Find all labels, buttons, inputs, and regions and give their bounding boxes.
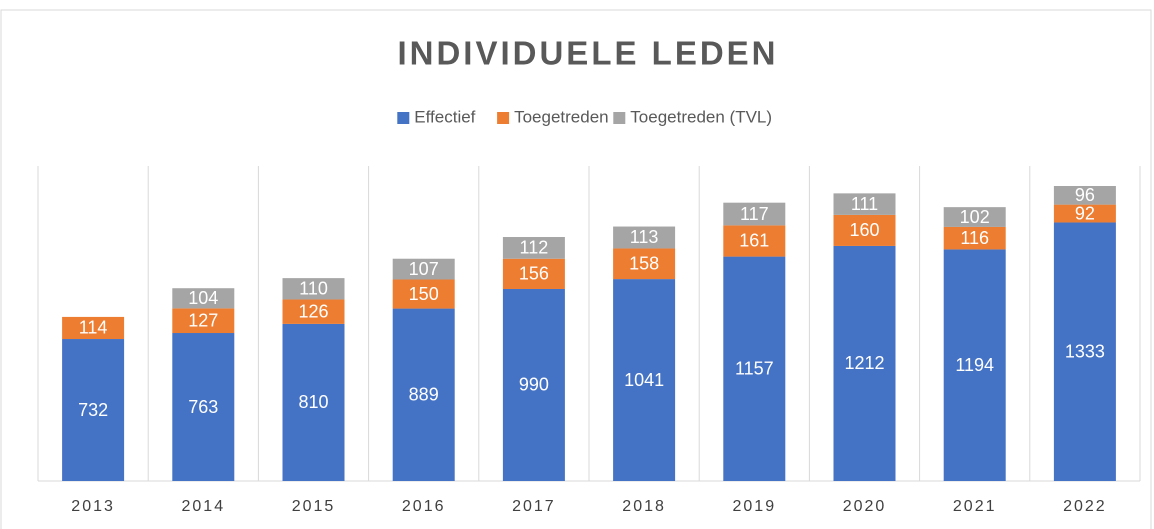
data-label: 161 [739, 231, 769, 251]
bar-segment [1053, 186, 1116, 205]
bar-segment [502, 258, 565, 289]
bar-segment [392, 279, 455, 309]
x-tick-label: 2014 [182, 498, 226, 515]
bar-segment [833, 193, 896, 215]
bar-segment [723, 256, 786, 481]
bar-segment [723, 225, 786, 257]
x-tick-label: 2020 [843, 498, 887, 515]
bar-segment [502, 288, 565, 481]
x-tick-label: 2017 [512, 498, 556, 515]
bar-segment [613, 279, 676, 481]
legend-label: Toegetreden (TVL) [630, 107, 772, 126]
x-tick-label: 2015 [292, 498, 336, 515]
data-label: 150 [409, 284, 439, 304]
chart-title: INDIVIDUELE LEDEN [397, 35, 778, 72]
x-tick-label: 2021 [953, 498, 997, 515]
bar-segment [943, 226, 1006, 250]
bar-segment [62, 339, 125, 481]
bar-segment [833, 214, 896, 246]
data-label: 889 [409, 385, 439, 405]
bar-segment [392, 308, 455, 481]
data-label: 1041 [624, 370, 664, 390]
bar-segment [1053, 204, 1116, 223]
bar-segment [282, 323, 345, 481]
bar-segment [833, 245, 896, 481]
data-label: 126 [298, 301, 328, 321]
x-tick-label: 2018 [622, 498, 666, 515]
x-tick-label: 2016 [402, 498, 446, 515]
bar-segment [723, 202, 786, 226]
data-label: 0 [88, 300, 98, 320]
data-label: 156 [519, 264, 549, 284]
legend-label: Effectief [414, 107, 475, 126]
data-label: 102 [960, 207, 990, 227]
data-label: 732 [78, 400, 108, 420]
data-label: 1212 [844, 353, 884, 373]
bar-segment [282, 278, 345, 300]
x-tick-label: 2019 [733, 498, 777, 515]
data-label: 111 [851, 194, 878, 214]
bar-segment [613, 248, 676, 280]
bar-segment [1053, 222, 1116, 481]
bar-segment [62, 316, 125, 340]
bar-segment [172, 333, 235, 481]
data-label: 116 [960, 228, 989, 248]
bar-segment [502, 237, 565, 259]
legend-swatch [613, 112, 626, 124]
bar-segment [282, 299, 345, 324]
data-label: 763 [188, 397, 218, 417]
data-label: 112 [520, 238, 549, 258]
bar-segment [613, 226, 676, 249]
x-tick-label: 2022 [1063, 498, 1107, 515]
data-label: 127 [188, 310, 218, 330]
bar-segment [172, 288, 235, 309]
data-label: 158 [629, 254, 659, 274]
bar-segment [943, 249, 1006, 481]
data-label: 1333 [1065, 341, 1105, 361]
data-label: 96 [1075, 185, 1095, 205]
data-label: 1157 [735, 359, 774, 379]
data-label: 107 [409, 259, 439, 279]
data-label: 92 [1075, 203, 1095, 223]
data-label: 990 [519, 375, 549, 395]
legend-label: Toegetreden [514, 107, 609, 126]
data-label: 104 [188, 288, 218, 308]
legend-swatch [497, 112, 510, 124]
data-label: 1194 [955, 355, 994, 375]
x-tick-label: 2013 [71, 498, 115, 515]
data-label: 117 [740, 204, 769, 224]
data-label: 113 [630, 227, 659, 247]
bar-segment [172, 308, 235, 334]
data-label: 160 [849, 220, 879, 240]
data-label: 810 [298, 392, 328, 412]
data-label: 110 [299, 279, 328, 299]
bar-segment [943, 207, 1006, 227]
legend-swatch [397, 112, 410, 124]
data-label: 114 [79, 318, 108, 338]
bar-segment [392, 258, 455, 280]
